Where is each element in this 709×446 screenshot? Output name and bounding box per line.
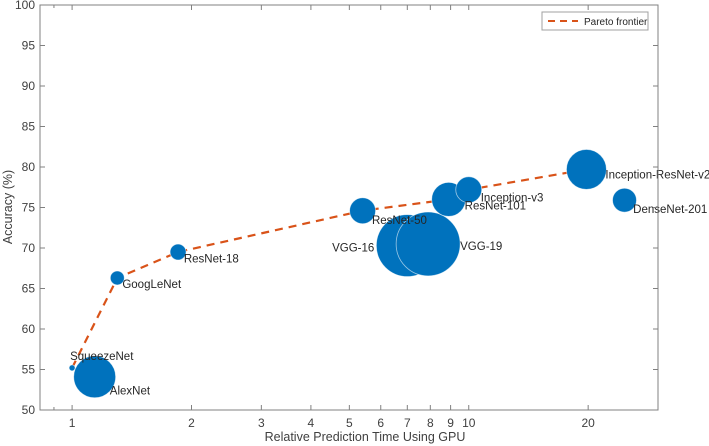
x-tick-label: 6 [377, 416, 384, 430]
y-tick-label: 90 [22, 79, 36, 93]
legend: Pareto frontier [541, 11, 649, 31]
y-tick-label: 100 [15, 0, 35, 12]
point-densenet-201 [612, 187, 637, 213]
point-label: ResNet-18 [184, 253, 239, 265]
y-tick-label: 95 [22, 39, 36, 53]
point-inception-resnet-v2 [566, 149, 607, 190]
point-label: DenseNet-201 [633, 204, 707, 216]
point-label: VGG-19 [460, 241, 502, 253]
x-tick-label: 20 [581, 416, 595, 430]
x-tick-label: 9 [447, 416, 454, 430]
data-points [68, 149, 637, 399]
y-axis-title: Accuracy (%) [1, 170, 15, 244]
x-tick-label: 7 [404, 416, 411, 430]
point-resnet-50 [349, 197, 377, 225]
y-tick-label: 75 [22, 201, 36, 215]
legend-entry-pareto: Pareto frontier [584, 17, 648, 28]
point-label: Inception-v3 [481, 193, 544, 205]
legend-box [541, 11, 649, 31]
x-tick-label: 2 [188, 416, 195, 430]
point-label: SqueezeNet [70, 351, 134, 363]
x-tick-label: 10 [462, 416, 476, 430]
point-label: ResNet-50 [372, 215, 427, 227]
point-googlenet [109, 270, 125, 286]
axes: 50 55 60 65 70 75 80 85 90 95 100 1 2 3 4 5 6 7 8 9 10 20 [15, 0, 659, 430]
x-tick-label: 4 [308, 416, 315, 430]
y-tick-label: 70 [22, 241, 36, 255]
point-label: AlexNet [110, 385, 151, 397]
y-tick-label: 65 [22, 282, 36, 296]
point-inception-v3 [455, 176, 483, 204]
point-label: Inception-ResNet-v2 [605, 169, 709, 181]
y-tick-label: 50 [22, 403, 36, 417]
point-label: ResNet-101 [465, 200, 526, 212]
y-tick-label: 85 [22, 120, 36, 134]
x-tick-label: 3 [258, 416, 265, 430]
x-tick-label: 8 [427, 416, 434, 430]
point-alexnet [73, 355, 117, 399]
point-vgg-19 [395, 211, 461, 277]
point-resnet-18 [169, 243, 187, 261]
y-tick-label: 55 [22, 363, 36, 377]
y-tick-label: 80 [22, 160, 36, 174]
x-axis-title: Relative Prediction Time Using GPU [265, 430, 466, 444]
point-label: GoogLeNet [122, 279, 182, 291]
point-label: VGG-16 [332, 243, 374, 255]
axes-box [39, 4, 659, 411]
x-tick-label: 5 [346, 416, 353, 430]
point-labels: SqueezeNet AlexNet GoogLeNet ResNet-18 ResNe… [70, 169, 709, 397]
y-tick-label: 60 [22, 322, 36, 336]
x-tick-label: 1 [69, 416, 76, 430]
point-squeezenet [68, 364, 76, 372]
